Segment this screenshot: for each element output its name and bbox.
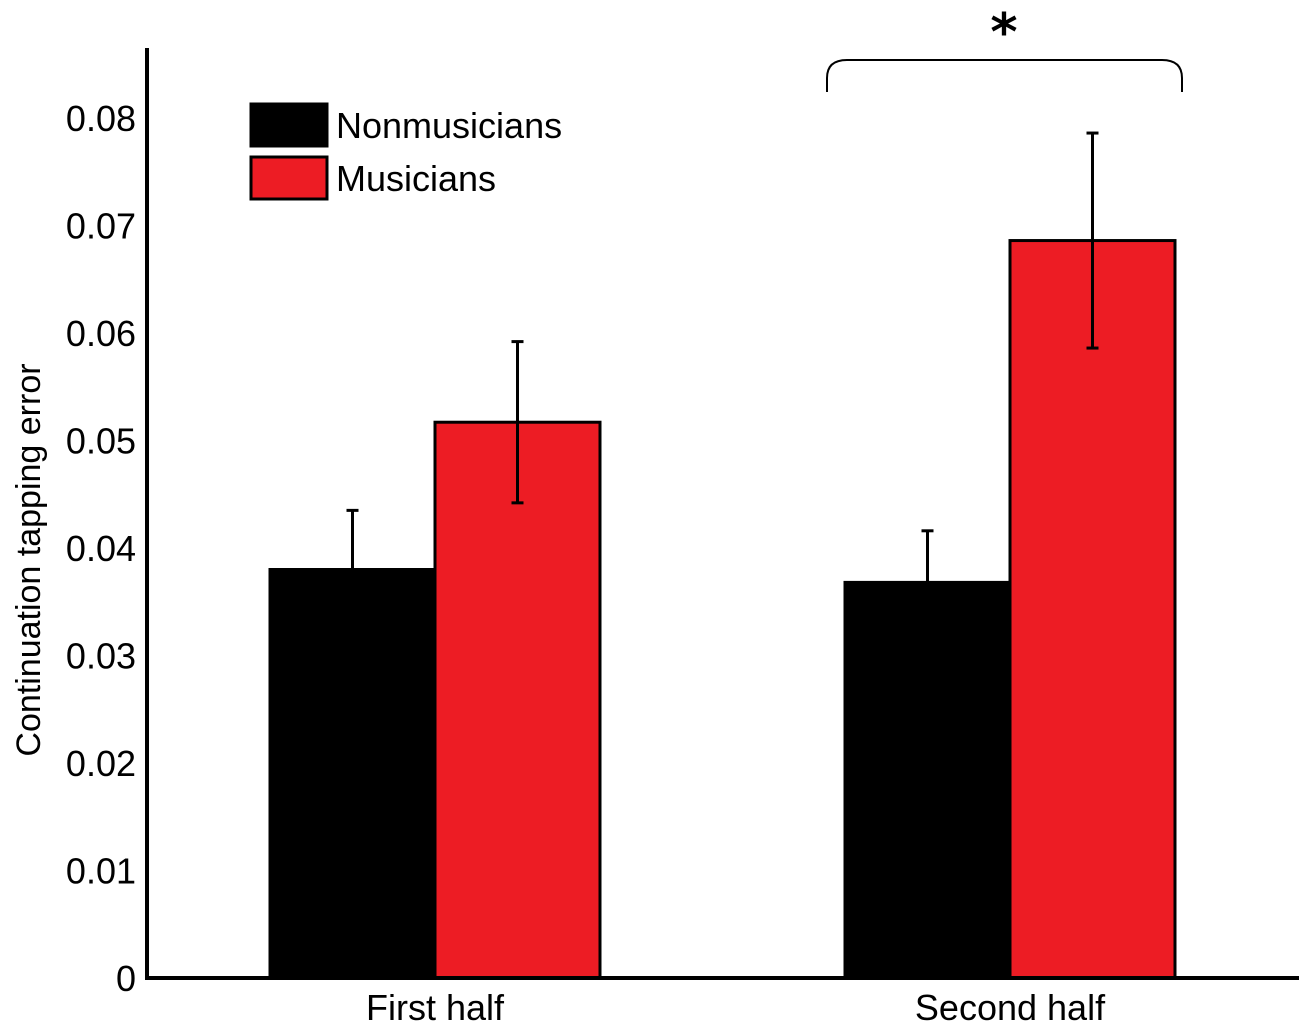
x-category-labels: First half Second half bbox=[366, 987, 1106, 1027]
axes-group bbox=[145, 48, 1299, 980]
bar-musicians-second-half bbox=[1008, 239, 1177, 980]
y-tick-label: 0.03 bbox=[66, 636, 136, 677]
legend-swatch-musicians bbox=[249, 155, 329, 201]
bar-musicians-first-half bbox=[433, 420, 602, 980]
y-tick-label: 0.06 bbox=[66, 313, 136, 354]
significance-bracket bbox=[826, 59, 1183, 92]
error-bar-musicians-first-half bbox=[511, 340, 524, 505]
y-tick-label: 0 bbox=[116, 958, 136, 999]
error-bar-nonmusicians-second-half bbox=[921, 529, 934, 636]
error-bar-musicians-second-half bbox=[1086, 131, 1099, 350]
x-category-label: Second half bbox=[915, 987, 1106, 1027]
error-bars-group bbox=[346, 131, 1099, 636]
y-tick-label: 0.05 bbox=[66, 421, 136, 462]
y-tick-label: 0.07 bbox=[66, 206, 136, 247]
legend: Nonmusicians Musicians bbox=[249, 102, 562, 201]
legend-swatch-nonmusicians bbox=[249, 102, 329, 148]
y-axis-label: Continuation tapping error bbox=[10, 363, 48, 756]
bar-nonmusicians-first-half bbox=[268, 568, 437, 980]
significance-star: * bbox=[990, 3, 1017, 63]
legend-label-musicians: Musicians bbox=[336, 158, 496, 199]
legend-label-nonmusicians: Nonmusicians bbox=[336, 105, 562, 146]
bars-group bbox=[268, 239, 1177, 980]
significance-annotation: * bbox=[826, 3, 1183, 92]
bar-nonmusicians-second-half bbox=[843, 580, 1012, 980]
x-category-label: First half bbox=[366, 987, 505, 1027]
y-tick-label: 0.04 bbox=[66, 528, 136, 569]
y-tick-label: 0.08 bbox=[66, 98, 136, 139]
error-bar-nonmusicians-first-half bbox=[346, 508, 359, 631]
y-tick-label: 0.01 bbox=[66, 851, 136, 892]
y-tick-labels: 0 0.01 0.02 0.03 0.04 0.05 0.06 0.07 0.08 bbox=[66, 98, 136, 999]
y-tick-label: 0.02 bbox=[66, 743, 136, 784]
